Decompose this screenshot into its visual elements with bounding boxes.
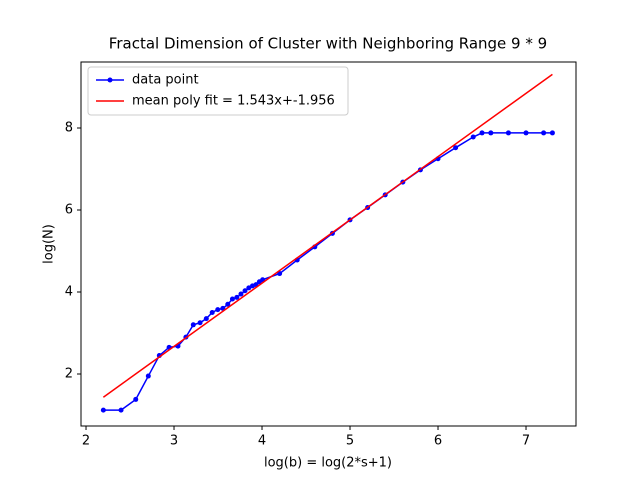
y-tick-label: 4 — [65, 285, 73, 300]
x-tick-label: 4 — [258, 434, 266, 449]
x-tick-label: 6 — [434, 434, 442, 449]
data-point — [505, 130, 511, 136]
legend-label: mean poly fit = 1.543x+-1.956 — [132, 94, 335, 109]
data-point — [145, 373, 151, 379]
data-point — [479, 130, 485, 136]
data-point — [234, 294, 240, 300]
data-point — [470, 134, 476, 140]
y-tick-label: 2 — [65, 367, 73, 382]
data-point — [209, 310, 215, 316]
y-axis-label: log(N) — [42, 224, 57, 264]
data-point — [190, 322, 196, 328]
legend-marker — [107, 77, 113, 83]
chart-title: Fractal Dimension of Cluster with Neighb… — [109, 35, 547, 53]
data-point — [242, 288, 248, 294]
data-point — [215, 307, 221, 313]
data-point — [203, 316, 209, 322]
data-point — [118, 407, 124, 413]
x-tick-label: 5 — [346, 434, 354, 449]
data-point — [523, 130, 529, 136]
data-point — [549, 130, 555, 136]
x-tick-label: 3 — [170, 434, 178, 449]
legend-label: data point — [132, 73, 199, 88]
data-point — [100, 407, 106, 413]
data-point — [488, 130, 494, 136]
x-axis-label: log(b) = log(2*s+1) — [264, 456, 392, 471]
x-tick-label: 7 — [522, 434, 530, 449]
series-line — [102, 73, 553, 398]
y-tick-label: 8 — [65, 121, 73, 136]
y-tick-label: 6 — [65, 203, 73, 218]
series-line — [103, 132, 553, 411]
data-point — [225, 301, 231, 307]
data-point — [453, 145, 459, 151]
data-point — [541, 130, 547, 136]
data-point — [197, 320, 203, 326]
data-point — [246, 285, 252, 291]
data-point — [133, 396, 139, 402]
x-tick-label: 2 — [82, 434, 90, 449]
data-point — [229, 296, 235, 302]
data-point — [238, 291, 244, 297]
plot-frame — [80, 61, 577, 427]
legend-box — [87, 66, 349, 116]
